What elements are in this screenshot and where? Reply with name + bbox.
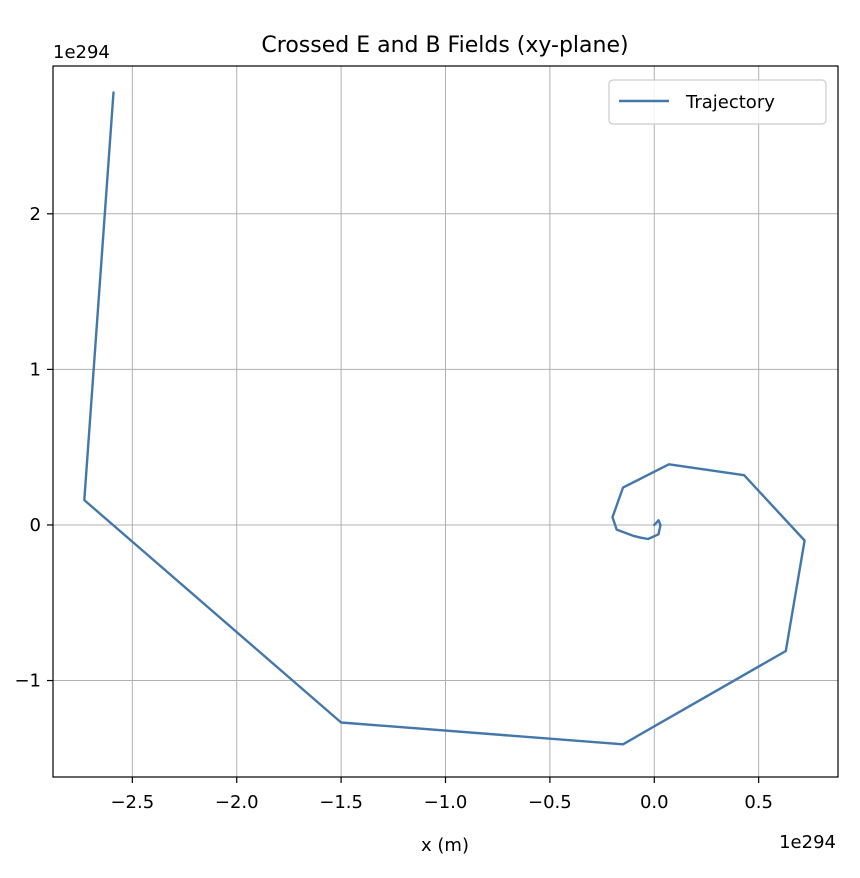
y-tick-label: 2 [30, 204, 41, 225]
legend-box [608, 79, 827, 125]
x-tick-label: 0.0 [640, 792, 669, 813]
x-offset-label: 1e294 [779, 832, 836, 853]
trajectory-line [83, 91, 806, 746]
x-tick-label: −0.5 [528, 792, 572, 813]
x-tick-label: −2.5 [110, 792, 154, 813]
y-tick-label: 1 [30, 359, 41, 380]
x-tick-label: −2.0 [215, 792, 259, 813]
legend-label: Trajectory [685, 92, 775, 113]
y-offset-label: 1e294 [53, 42, 110, 63]
chart-title: Crossed E and B Fields (xy-plane) [261, 33, 628, 58]
y-tick-label: −1 [14, 671, 41, 692]
x-axis-label: x (m) [421, 835, 469, 856]
plot-area: −2.5 −2.0 −1.5 −1.0 −0.5 0.0 0.5 −1 0 1 2 Trajector… [14, 65, 839, 813]
y-tick-label: 0 [30, 515, 41, 536]
x-tick-label: −1.5 [319, 792, 363, 813]
x-tick-label: 0.5 [744, 792, 773, 813]
x-tick-label: −1.0 [424, 792, 468, 813]
legend: Trajectory [608, 79, 827, 125]
